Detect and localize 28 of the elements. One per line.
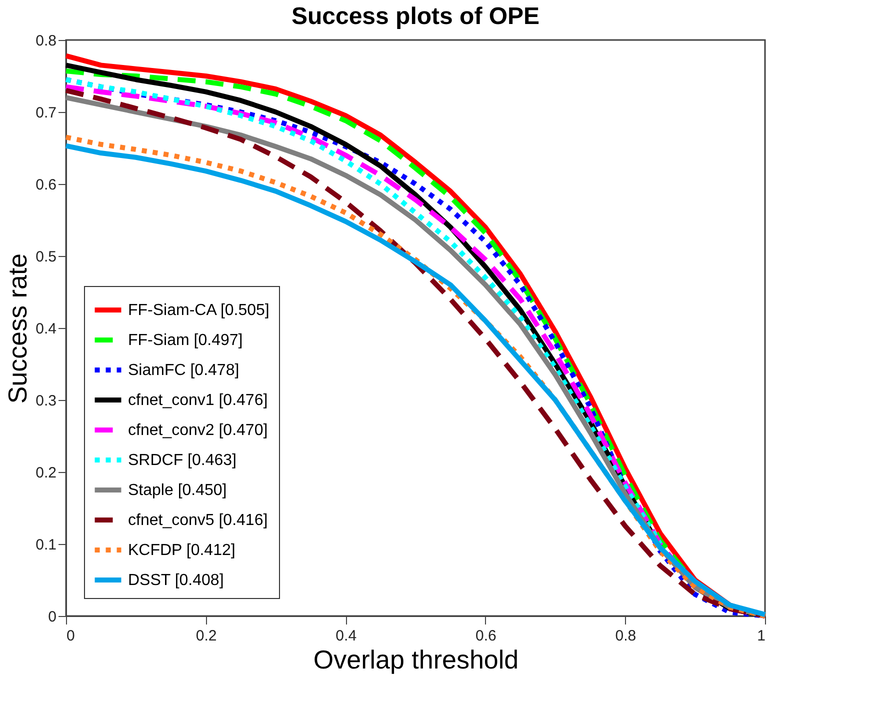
y-axis-title: Success rate xyxy=(2,253,33,404)
x-tick-label: 0.2 xyxy=(196,628,217,644)
y-tick-label: 0.8 xyxy=(36,32,56,50)
y-tick-label: 0.2 xyxy=(36,464,56,482)
legend-label: cfnet_conv5 [0.416] xyxy=(128,512,268,529)
chart-title: Success plots of OPE xyxy=(291,3,540,30)
legend-label: cfnet_conv2 [0.470] xyxy=(128,422,268,439)
x-tick-label: 0.8 xyxy=(615,628,636,644)
y-tick-label: 0.1 xyxy=(36,536,56,554)
x-tick-label: 0.6 xyxy=(475,628,496,644)
x-tick-label: 1 xyxy=(757,628,766,644)
legend-label: SRDCF [0.463] xyxy=(128,452,236,469)
legend-label: cfnet_conv1 [0.476] xyxy=(128,392,268,409)
x-tick-label: 0 xyxy=(66,628,75,644)
legend-label: Staple [0.450] xyxy=(128,482,227,499)
y-tick-label: 0.5 xyxy=(36,248,56,266)
legend-label: DSST [0.408] xyxy=(128,572,224,589)
legend-label: FF-Siam-CA [0.505] xyxy=(128,302,270,319)
legend-label: SiamFC [0.478] xyxy=(128,362,240,379)
y-tick-label: 0.3 xyxy=(36,392,56,410)
y-tick-label: 0.4 xyxy=(36,320,56,338)
y-tick-label: 0.6 xyxy=(36,176,56,194)
y-tick-label: 0 xyxy=(48,608,56,626)
x-axis-title: Overlap threshold xyxy=(313,644,519,674)
legend-label: FF-Siam [0.497] xyxy=(128,332,243,349)
legend-label: KCFDP [0.412] xyxy=(128,542,236,559)
y-tick-label: 0.7 xyxy=(36,104,56,122)
x-tick-label: 0.4 xyxy=(336,628,357,644)
